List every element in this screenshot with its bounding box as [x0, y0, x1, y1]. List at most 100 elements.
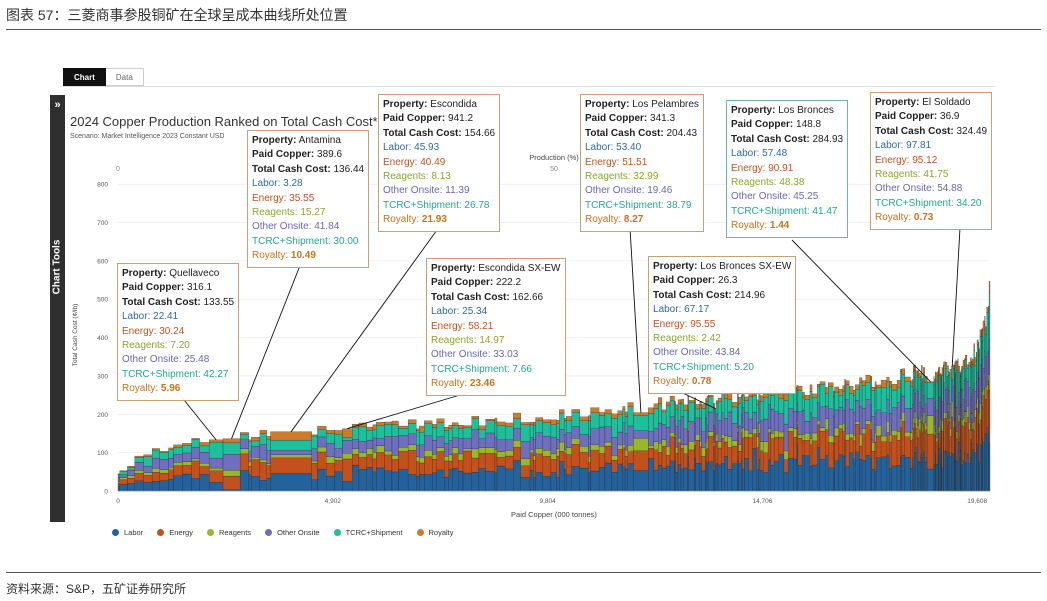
bar-segment-royalty	[958, 366, 960, 373]
bar-segment-other_onsite	[921, 385, 923, 417]
legend-item-reagents[interactable]: Reagents	[206, 528, 251, 537]
mine-bar	[973, 343, 975, 492]
bar-segment-royalty	[182, 443, 192, 446]
bar-segment-labor	[727, 469, 733, 492]
legend-item-labor[interactable]: Labor	[112, 528, 143, 537]
bar-segment-labor	[416, 476, 420, 492]
bar-segment-reagents	[981, 391, 984, 407]
bar-segment-labor	[677, 464, 682, 492]
bar-segment-tcrc_shipment	[886, 381, 890, 400]
bar-segment-energy	[705, 449, 708, 463]
bar-segment-royalty	[817, 383, 821, 387]
tab-chart[interactable]: Chart	[63, 68, 106, 86]
bar-segment-reagents	[941, 420, 944, 432]
bar-segment-labor	[912, 457, 914, 492]
mine-bar	[436, 418, 445, 492]
legend-item-other-onsite[interactable]: Other Onsite	[265, 528, 320, 537]
bar-segment-reagents	[708, 431, 714, 437]
bar-segment-energy	[900, 427, 903, 458]
mine-bar	[825, 387, 829, 492]
bar-segment-reagents	[945, 412, 948, 419]
bar-segment-tcrc_shipment	[974, 365, 977, 392]
mine-bar	[917, 370, 920, 492]
bar-segment-other_onsite	[811, 417, 818, 434]
bar-segment-energy	[342, 458, 353, 482]
bar-segment-labor	[986, 427, 989, 492]
bar-segment-tcrc_shipment	[494, 421, 498, 438]
callout-energy: Energy: 35.55	[252, 192, 315, 204]
bar-segment-reagents	[326, 456, 336, 464]
bar-segment-reagents	[436, 447, 445, 452]
legend-item-tcrc-shipment[interactable]: TCRC+Shipment	[333, 528, 403, 537]
bar-segment-labor	[151, 481, 160, 492]
bar-segment-energy	[845, 439, 850, 467]
bar-segment-reagents	[590, 444, 600, 451]
bar-segment-labor	[744, 458, 749, 492]
bar-segment-royalty	[683, 404, 688, 411]
bar-segment-reagents	[617, 444, 623, 450]
bar-segment-reagents	[767, 428, 772, 433]
mine-bar	[471, 416, 480, 492]
bar-segment-royalty	[891, 384, 898, 391]
figure-title: 图表 57：三菱商事参股铜矿在全球呈成本曲线所处位置	[6, 7, 348, 23]
tab-data[interactable]: Data	[105, 68, 144, 86]
bar-segment-other_onsite	[966, 381, 969, 407]
bar-segment-energy	[797, 437, 803, 466]
bar-segment-tcrc_shipment	[759, 401, 764, 422]
y-tick-label: 500	[97, 297, 108, 304]
bar-segment-tcrc_shipment	[432, 427, 437, 441]
bar-segment-other_onsite	[701, 431, 706, 448]
legend-item-energy[interactable]: Energy	[157, 528, 193, 537]
mine-bar	[921, 365, 923, 492]
bar-segment-other_onsite	[912, 404, 914, 430]
bar-segment-reagents	[833, 435, 835, 444]
bar-segment-other_onsite	[398, 435, 409, 448]
bar-segment-other_onsite	[838, 406, 843, 425]
bar-segment-other_onsite	[756, 422, 759, 437]
bar-segment-royalty	[542, 419, 552, 423]
bar-segment-labor	[859, 459, 863, 492]
legend-label: Energy	[169, 528, 193, 537]
bar-segment-other_onsite	[927, 398, 934, 416]
bar-segment-labor	[925, 457, 928, 492]
bar-segment-labor	[958, 441, 960, 492]
bar-segment-energy	[588, 462, 591, 473]
callout-paid-copper: Paid Copper: 26.3	[653, 275, 738, 287]
bar-segment-labor	[922, 457, 924, 492]
bar-segment-labor	[724, 456, 728, 492]
bar-segment-other_onsite	[535, 432, 543, 449]
bar-segment-reagents	[819, 427, 826, 432]
bar-segment-energy	[566, 454, 572, 476]
bar-segment-energy	[740, 432, 743, 459]
y-tick-label: 600	[97, 258, 108, 265]
callout-el-soldado: Property: El Soldado Paid Copper: 36.9 Tot…	[870, 92, 993, 230]
bar-segment-reagents	[270, 454, 312, 458]
bar-segment-tcrc_shipment	[419, 432, 425, 445]
expand-chevron-icon[interactable]: »	[54, 99, 61, 111]
mine-bar	[859, 377, 863, 492]
bar-segment-other_onsite	[653, 428, 659, 442]
bar-segment-other_onsite	[752, 412, 757, 429]
mine-bar	[752, 391, 757, 492]
bar-segment-tcrc_shipment	[918, 377, 921, 403]
bar-segment-tcrc_shipment	[819, 384, 826, 408]
bar-segment-other_onsite	[251, 446, 261, 458]
bar-segment-labor	[432, 472, 437, 492]
bar-segment-other_onsite	[738, 425, 742, 445]
bar-segment-labor	[935, 464, 938, 492]
bar-segment-reagents	[398, 447, 409, 452]
legend-item-royalty[interactable]: Royalty	[416, 528, 454, 537]
bar-segment-tcrc_shipment	[533, 424, 536, 440]
bar-segment-other_onsite	[914, 393, 916, 412]
bar-segment-energy	[853, 440, 856, 459]
bar-segment-energy	[611, 460, 618, 473]
bar-segment-tcrc_shipment	[270, 439, 312, 451]
bar-segment-tcrc_shipment	[119, 471, 128, 475]
bar-segment-labor	[127, 483, 135, 492]
callout-property: Property: Los Bronces	[731, 105, 834, 116]
bar-segment-royalty	[922, 378, 924, 384]
bar-segment-labor	[940, 454, 942, 492]
mine-bar	[398, 425, 409, 492]
bar-segment-royalty	[398, 425, 409, 429]
chart-tools-panel[interactable]: » Chart Tools	[50, 95, 65, 522]
